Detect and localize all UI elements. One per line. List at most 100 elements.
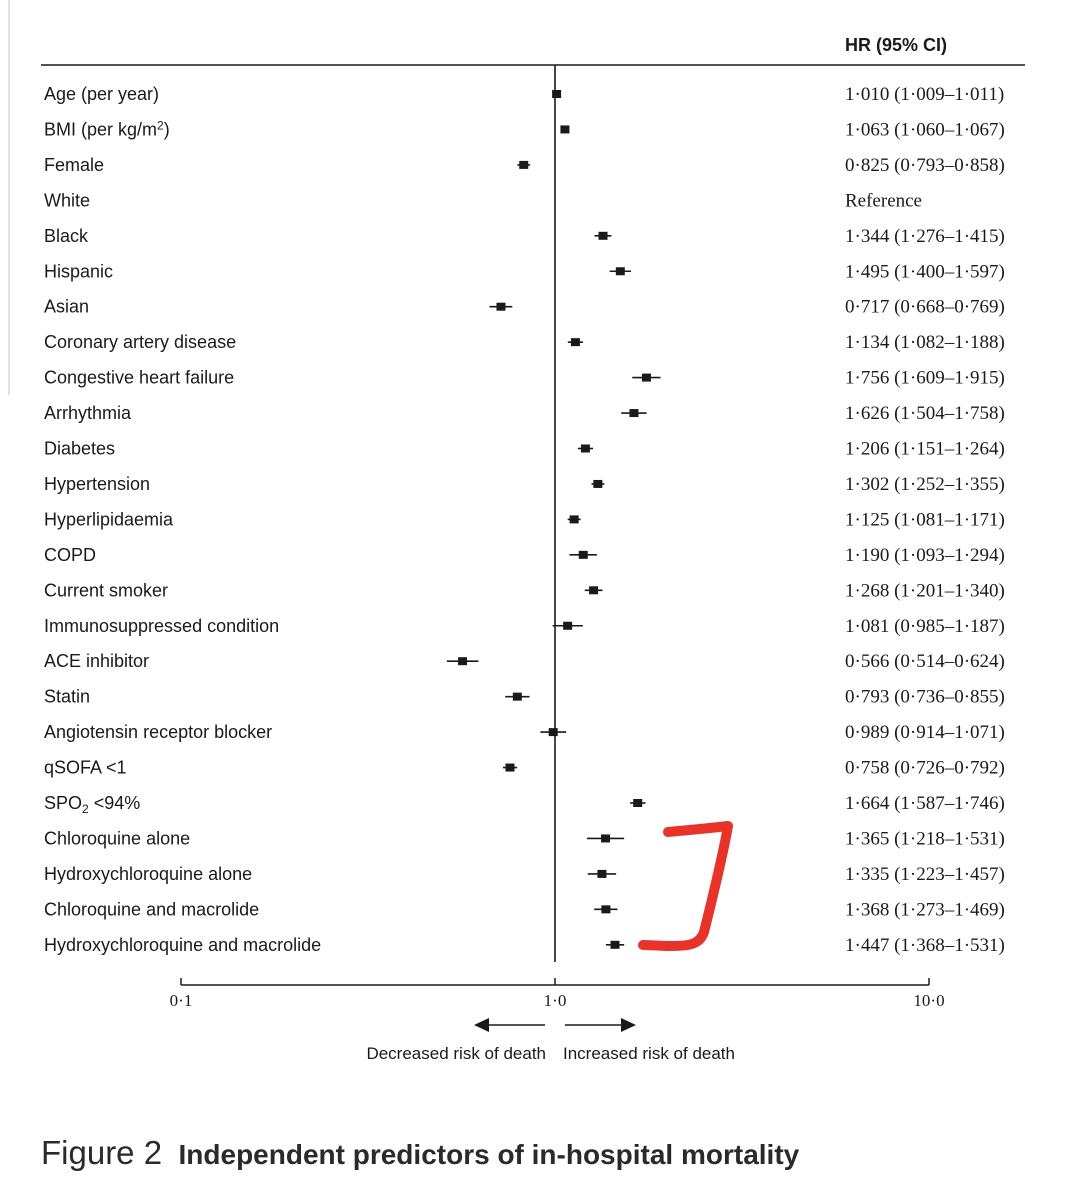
row-label: Hypertension	[44, 474, 150, 494]
hr-point	[578, 550, 588, 559]
row-hr-text: 1·664 (1·587–1·746)	[845, 793, 1005, 814]
row-hr-text: 1·134 (1·082–1·188)	[845, 332, 1005, 353]
red-bracket-annotation	[638, 821, 733, 951]
hr-point	[601, 834, 611, 843]
forest-row: COPD 1·190 (1·093–1·294)	[44, 545, 1005, 566]
direction-right-label: Increased risk of death	[563, 1044, 735, 1063]
hr-point	[548, 728, 558, 737]
forest-row: qSOFA <1 0·758 (0·726–0·792)	[44, 758, 1005, 779]
row-hr-text: 1·206 (1·151–1·264)	[845, 439, 1005, 460]
hr-point	[610, 940, 620, 949]
row-label: BMI (per kg/m2)	[44, 118, 170, 139]
x-tick-label: 1·0	[544, 991, 567, 1010]
row-hr-text: 1·368 (1·273–1·469)	[845, 899, 1005, 920]
row-hr-text: 1·010 (1·009–1·011)	[845, 84, 1004, 105]
row-hr-text: 1·302 (1·252–1·355)	[845, 474, 1005, 495]
row-label: White	[44, 190, 90, 210]
row-hr-text: 1·344 (1·276–1·415)	[845, 226, 1005, 247]
hr-point	[615, 267, 625, 276]
row-label: Age (per year)	[44, 84, 159, 104]
forest-row: Statin 0·793 (0·736–0·855)	[44, 687, 1005, 708]
forest-row: Hyperlipidaemia 1·125 (1·081–1·171)	[44, 509, 1005, 530]
forest-row: Age (per year) 1·010 (1·009–1·011)	[44, 84, 1004, 105]
right-arrowhead	[621, 1018, 636, 1032]
forest-row: Hydroxychloroquine and macrolide 1·447 (1…	[44, 935, 1005, 956]
row-label: Angiotensin receptor blocker	[44, 722, 272, 742]
row-hr-text: 1·495 (1·400–1·597)	[845, 261, 1005, 282]
rows: Age (per year) 1·010 (1·009–1·011) BMI (pe…	[44, 84, 1005, 956]
row-label: Black	[44, 226, 89, 246]
row-hr-text: 0·758 (0·726–0·792)	[845, 758, 1005, 779]
figure-caption: Figure 2 Independent predictors of in-ho…	[41, 1134, 800, 1171]
forest-row: Congestive heart failure 1·756 (1·609–1·9…	[44, 368, 1005, 389]
x-tick-label: 10·0	[913, 991, 944, 1010]
row-label: qSOFA <1	[44, 758, 127, 778]
forest-row: ACE inhibitor 0·566 (0·514–0·624)	[44, 651, 1005, 672]
row-label: Coronary artery disease	[44, 332, 236, 352]
row-hr-text: 1·365 (1·218–1·531)	[845, 828, 1005, 849]
row-hr-text: 1·447 (1·368–1·531)	[845, 935, 1005, 956]
hr-point	[519, 160, 529, 169]
hr-point	[593, 479, 603, 488]
forest-row: Female 0·825 (0·793–0·858)	[44, 155, 1005, 176]
forest-row: BMI (per kg/m2) 1·063 (1·060–1·067)	[44, 118, 1005, 140]
forest-row: Hypertension 1·302 (1·252–1·355)	[44, 474, 1005, 495]
row-hr-text: 1·756 (1·609–1·915)	[845, 368, 1005, 389]
forest-row: SPO2 <94% 1·664 (1·587–1·746)	[44, 793, 1005, 816]
forest-row: Arrhythmia 1·626 (1·504–1·758)	[44, 403, 1005, 424]
hr-point	[560, 125, 570, 134]
hr-point	[601, 905, 611, 914]
forest-row: Coronary artery disease 1·134 (1·082–1·18…	[44, 332, 1005, 353]
hr-point	[580, 444, 590, 453]
row-hr-text: 0·825 (0·793–0·858)	[845, 155, 1005, 176]
column-header: HR (95% CI)	[845, 35, 947, 55]
forest-row: Diabetes 1·206 (1·151–1·264)	[44, 439, 1005, 460]
hr-point	[597, 869, 607, 878]
row-label: Asian	[44, 297, 89, 317]
figure-title: Independent predictors of in-hospital mo…	[179, 1139, 800, 1170]
forest-row: Hydroxychloroquine alone 1·335 (1·223–1·4…	[44, 864, 1005, 885]
figure-label: Figure 2	[41, 1134, 162, 1171]
hr-point	[512, 692, 522, 701]
hr-point	[496, 302, 506, 311]
forest-row: Black 1·344 (1·276–1·415)	[44, 226, 1005, 247]
row-hr-text: 1·335 (1·223–1·457)	[845, 864, 1005, 885]
row-hr-text: 1·626 (1·504–1·758)	[845, 403, 1005, 424]
row-hr-text: 0·566 (0·514–0·624)	[845, 651, 1005, 672]
row-label: Statin	[44, 687, 90, 707]
row-label: Female	[44, 155, 104, 175]
hr-point	[563, 621, 573, 630]
hr-point	[569, 515, 579, 524]
forest-row: Current smoker 1·268 (1·201–1·340)	[44, 580, 1005, 601]
row-hr-text: Reference	[845, 190, 922, 211]
row-label: Chloroquine alone	[44, 828, 190, 848]
hr-point	[458, 657, 468, 666]
hr-point	[629, 409, 639, 418]
forest-row: Chloroquine alone 1·365 (1·218–1·531)	[44, 828, 1005, 849]
forest-row: White Reference	[44, 190, 922, 211]
x-tick-label: 0·1	[170, 991, 193, 1010]
row-hr-text: 1·268 (1·201–1·340)	[845, 580, 1005, 601]
row-label: Current smoker	[44, 580, 168, 600]
row-label: Hispanic	[44, 261, 113, 281]
row-label: SPO2 <94%	[44, 793, 140, 816]
row-label: Diabetes	[44, 439, 115, 459]
x-axis: 0·1 1·0 10·0	[170, 978, 945, 1010]
hr-point	[570, 338, 580, 347]
left-arrowhead	[474, 1018, 489, 1032]
hr-point	[505, 763, 515, 772]
row-label: COPD	[44, 545, 96, 565]
hr-point	[589, 586, 599, 595]
hr-point	[552, 90, 562, 98]
row-hr-text: 1·190 (1·093–1·294)	[845, 545, 1005, 566]
forest-row: Immunosuppressed condition 1·081 (0·985–1…	[44, 616, 1005, 637]
row-label: ACE inhibitor	[44, 651, 149, 671]
row-hr-text: 1·125 (1·081–1·171)	[845, 509, 1005, 530]
row-label: Chloroquine and macrolide	[44, 899, 259, 919]
hr-point	[633, 799, 643, 807]
hr-point	[598, 231, 608, 240]
direction-left-label: Decreased risk of death	[366, 1044, 546, 1063]
row-hr-text: 0·989 (0·914–1·071)	[845, 722, 1005, 743]
row-hr-text: 0·717 (0·668–0·769)	[845, 297, 1005, 318]
forest-row: Angiotensin receptor blocker 0·989 (0·914…	[44, 722, 1005, 743]
